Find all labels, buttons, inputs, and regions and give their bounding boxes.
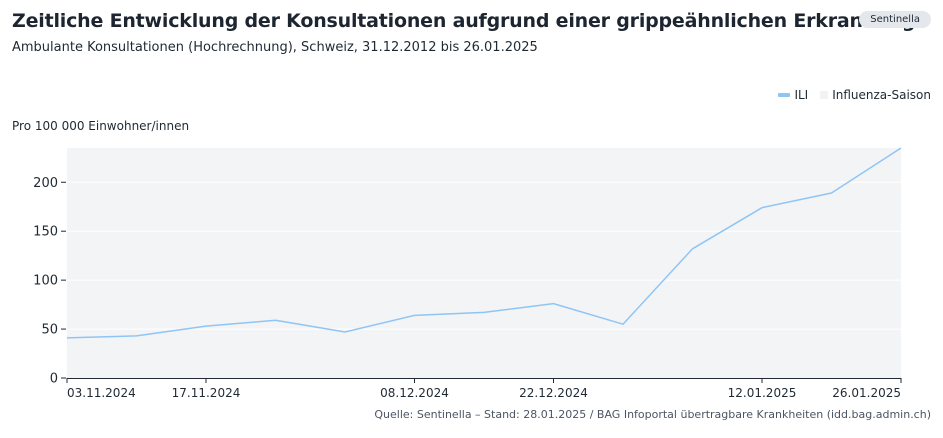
y-axis-label: Pro 100 000 Einwohner/innen [12, 119, 190, 133]
y-tick-label: 100 [33, 274, 58, 289]
legend-item-season[interactable]: Influenza-Saison [820, 88, 931, 102]
y-tick-label: 0 [50, 372, 58, 387]
legend-item-ili[interactable]: ILI [778, 88, 808, 102]
legend-band-swatch [820, 91, 829, 99]
sentinella-badge[interactable]: Sentinella [859, 11, 931, 28]
x-tick-label: 03.11.2024 [67, 386, 136, 400]
legend-label-ili: ILI [794, 88, 809, 102]
chart-legend: ILI Influenza-Saison [778, 88, 931, 102]
source-note: Quelle: Sentinella – Stand: 28.01.2025 /… [374, 408, 931, 421]
y-tick-label: 200 [33, 176, 58, 191]
x-tick-label: 17.11.2024 [172, 386, 241, 400]
x-tick-label: 08.12.2024 [380, 386, 449, 400]
y-tick-label: 50 [41, 323, 58, 338]
x-tick-label: 22.12.2024 [519, 386, 588, 400]
x-tick-label: 26.01.2025 [832, 386, 901, 400]
y-tick-label: 150 [33, 225, 58, 240]
x-tick-label: 12.01.2025 [728, 386, 797, 400]
legend-label-season: Influenza-Saison [832, 88, 931, 102]
season-band [67, 148, 901, 378]
chart-title: Zeitliche Entwicklung der Konsultationen… [12, 10, 916, 32]
series-line-ili [66, 147, 902, 339]
legend-line-swatch [778, 93, 791, 97]
chart-subtitle: Ambulante Konsultationen (Hochrechnung),… [12, 40, 538, 55]
